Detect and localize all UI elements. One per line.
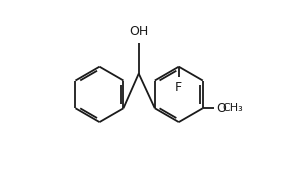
Text: CH₃: CH₃: [223, 103, 244, 113]
Text: OH: OH: [129, 25, 148, 38]
Text: O: O: [216, 102, 226, 115]
Text: F: F: [175, 81, 182, 94]
